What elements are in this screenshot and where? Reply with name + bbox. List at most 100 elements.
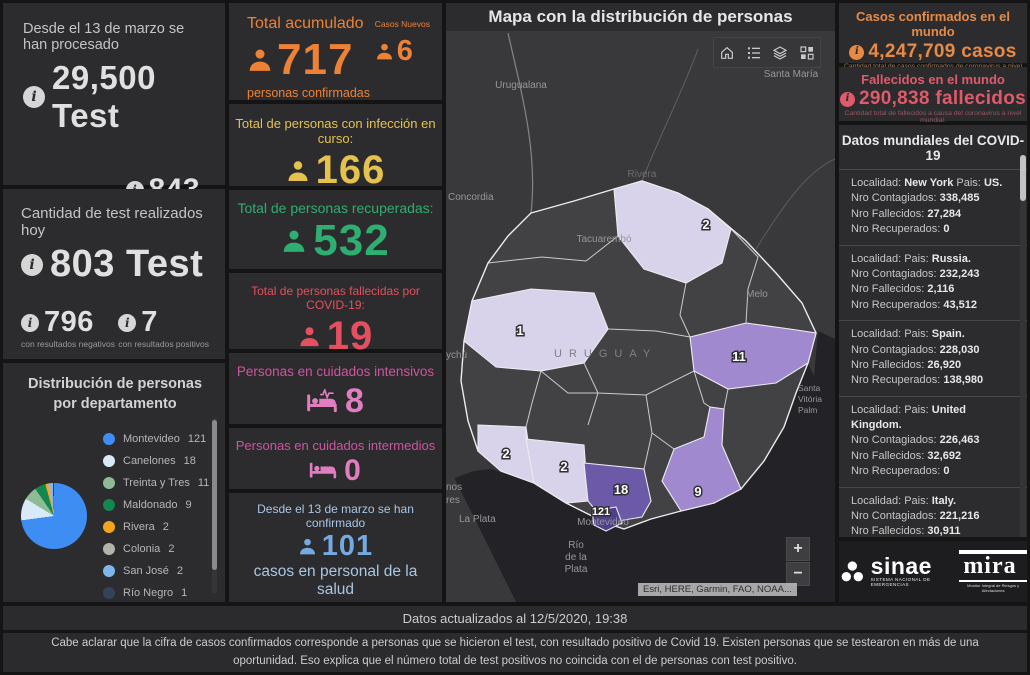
- recuperadas-value: 532: [313, 216, 390, 265]
- layers-icon[interactable]: [768, 41, 792, 65]
- disclaimer-text: Cabe aclarar que la cifra de casos confi…: [51, 637, 979, 667]
- panel-tests-processed: Desde el 13 de marzo se han procesado i …: [3, 3, 225, 227]
- panel-world-list[interactable]: Datos mundiales del COVID-19 Localidad: …: [839, 125, 1027, 537]
- brazil-border-line: [641, 48, 699, 182]
- legend-label: Río Negro: [123, 587, 174, 600]
- legend-color-dot: [103, 433, 115, 446]
- home-icon[interactable]: [715, 41, 739, 65]
- world-list-row: Localidad: Pais: United Kingdom. Nro Con…: [839, 395, 1027, 487]
- legend-scrollbar-thumb[interactable]: [212, 420, 217, 570]
- world-row-location: Localidad: Pais: Russia.: [851, 252, 971, 265]
- acumulado-caption: personas confirmadas: [247, 86, 370, 100]
- info-icon: i: [849, 44, 865, 60]
- world-deaths-title: Fallecidos en el mundo: [861, 72, 1005, 87]
- legend-value: 2: [168, 543, 175, 556]
- basemap-gallery-icon[interactable]: [795, 41, 819, 65]
- map-label-melo: Melo: [746, 289, 768, 300]
- legend-value: 2: [176, 565, 183, 578]
- tests-today-title: Cantidad de test realizados hoy: [21, 205, 203, 239]
- zoom-controls: + −: [786, 537, 810, 586]
- person-icon: [300, 327, 319, 347]
- casos-nuevos-value: 6: [396, 35, 414, 67]
- map-label-rivera: Rivera: [628, 169, 657, 180]
- tests-processed-value: 29,500 Test: [52, 59, 156, 134]
- map-toolbar: [713, 37, 821, 68]
- updated-text: Datos actualizados al 12/5/2020, 19:38: [402, 610, 628, 626]
- salud-value: 101: [321, 530, 374, 562]
- badge-treinta-y-tres: 11: [732, 349, 746, 364]
- intensivos-title: Personas en cuidados intensivos: [236, 364, 435, 379]
- panel-department-distribution: Distribución de personas por departament…: [3, 363, 225, 602]
- region-rivera[interactable]: [613, 180, 732, 284]
- legend-label: Canelones: [123, 455, 176, 468]
- uruguay-map[interactable]: Urugualana Santa María Concordia Rivera …: [446, 31, 835, 602]
- world-row-fallecidos: Nro Fallecidos: 32,692: [851, 449, 962, 462]
- zoom-out-button[interactable]: −: [786, 562, 810, 586]
- map-label-rio: Río: [568, 540, 584, 551]
- world-list-row: Localidad: Pais: Italy. Nro Contagiados:…: [839, 486, 1027, 537]
- region-treinta-y-tres[interactable]: [689, 322, 817, 390]
- region-colonia[interactable]: [477, 424, 535, 484]
- today-positive-value: 7: [141, 306, 158, 338]
- world-list-row: Localidad: Pais: Spain. Nro Contagiados:…: [839, 320, 1027, 396]
- region-maldonado[interactable]: [661, 406, 742, 512]
- today-negative-value: 796: [44, 306, 94, 338]
- map-label-montevideo: Montevideo: [577, 517, 629, 528]
- panel-recuperadas: Total de personas recuperadas: 532: [229, 190, 442, 269]
- map-label-vitoria: Vitória: [798, 394, 822, 404]
- badge-maldonado: 9: [694, 484, 701, 499]
- world-row-contagiados: Nro Contagiados: 228,030: [851, 343, 980, 356]
- tests-today-value: 803 Test: [50, 243, 204, 285]
- world-row-location: Localidad: Pais: United Kingdom.: [851, 403, 966, 432]
- fallecidas-value: 19: [326, 314, 374, 358]
- hospital-bed-pulse-icon: [307, 389, 337, 413]
- legend-item: San José 2: [103, 560, 217, 582]
- acumulado-title: Total acumulado: [247, 15, 364, 32]
- legend-color-dot: [103, 543, 115, 556]
- badge-colonia: 2: [502, 446, 509, 461]
- salud-caption: casos en personal de la salud: [253, 563, 418, 598]
- sinae-wordmark: sinae: [870, 553, 932, 580]
- world-row-location: Localidad: Pais: Italy.: [851, 494, 957, 507]
- person-icon: [288, 160, 308, 181]
- map-label-concordia: Concordia: [448, 192, 494, 203]
- mira-caption: Monitor Integral de Riesgos y Afectacion…: [967, 582, 1020, 593]
- legend-scrollbar[interactable]: [212, 418, 217, 593]
- hospital-bed-icon: [309, 462, 337, 479]
- legend-item: Colonia 2: [103, 538, 217, 560]
- region-montevideo[interactable]: [591, 506, 623, 532]
- panel-tests-today: Cantidad de test realizados hoy i 803 Te…: [3, 189, 225, 359]
- legend-item: Río Negro 1: [103, 582, 217, 604]
- world-confirmed-value: 4,247,709 casos: [868, 41, 1017, 62]
- badge-canelones: 18: [614, 482, 628, 497]
- sinae-caption: SISTEMA NACIONAL DE EMERGENCIAS: [870, 576, 931, 587]
- map-attribution: Esri, HERE, Garmin, FAO, NOAA...: [638, 583, 797, 596]
- mira-logo: mira Monitor Integral de Riesgos y Afect…: [959, 550, 1027, 593]
- legend-item: Rivera 2: [103, 516, 217, 538]
- info-icon: i: [839, 91, 855, 107]
- map-label-plata: Plata: [565, 564, 588, 575]
- badge-montevideo: 121: [592, 506, 610, 518]
- world-row-fallecidos: Nro Fallecidos: 27,284: [851, 207, 962, 220]
- world-list-scrollbar[interactable]: [1020, 155, 1026, 537]
- region-san-jose[interactable]: [525, 438, 589, 504]
- map-label-la-plata: La Plata: [459, 514, 496, 525]
- world-list-row: Localidad: Pais: Russia. Nro Contagiados…: [839, 244, 1027, 321]
- fallecidas-title: Total de personas fallecidas por COVID-1…: [251, 284, 420, 312]
- map-label-tacuarembo: Tacuarembó: [576, 234, 631, 245]
- map-container[interactable]: Urugualana Santa María Concordia Rivera …: [446, 31, 835, 602]
- legend-label: Maldonado: [123, 499, 178, 512]
- legend-label: Montevideo: [123, 433, 180, 446]
- legend-label: Treinta y Tres: [123, 477, 190, 490]
- legend-list-icon[interactable]: [742, 41, 766, 65]
- zoom-in-button[interactable]: +: [786, 537, 810, 561]
- badge-san-jose: 2: [560, 459, 567, 474]
- world-list-scrollbar-thumb[interactable]: [1020, 155, 1026, 201]
- map-label-urugualana: Urugualana: [495, 80, 547, 91]
- world-list-title: Datos mundiales del COVID-19: [841, 133, 1025, 163]
- intermedios-value: 0: [344, 454, 362, 487]
- world-row-location: Localidad: New York Pais: US.: [851, 177, 1003, 189]
- panel-total-acumulado: Total acumulado 717 personas confirmadas…: [229, 3, 442, 100]
- tests-processed-title: Desde el 13 de marzo se han procesado: [23, 21, 185, 53]
